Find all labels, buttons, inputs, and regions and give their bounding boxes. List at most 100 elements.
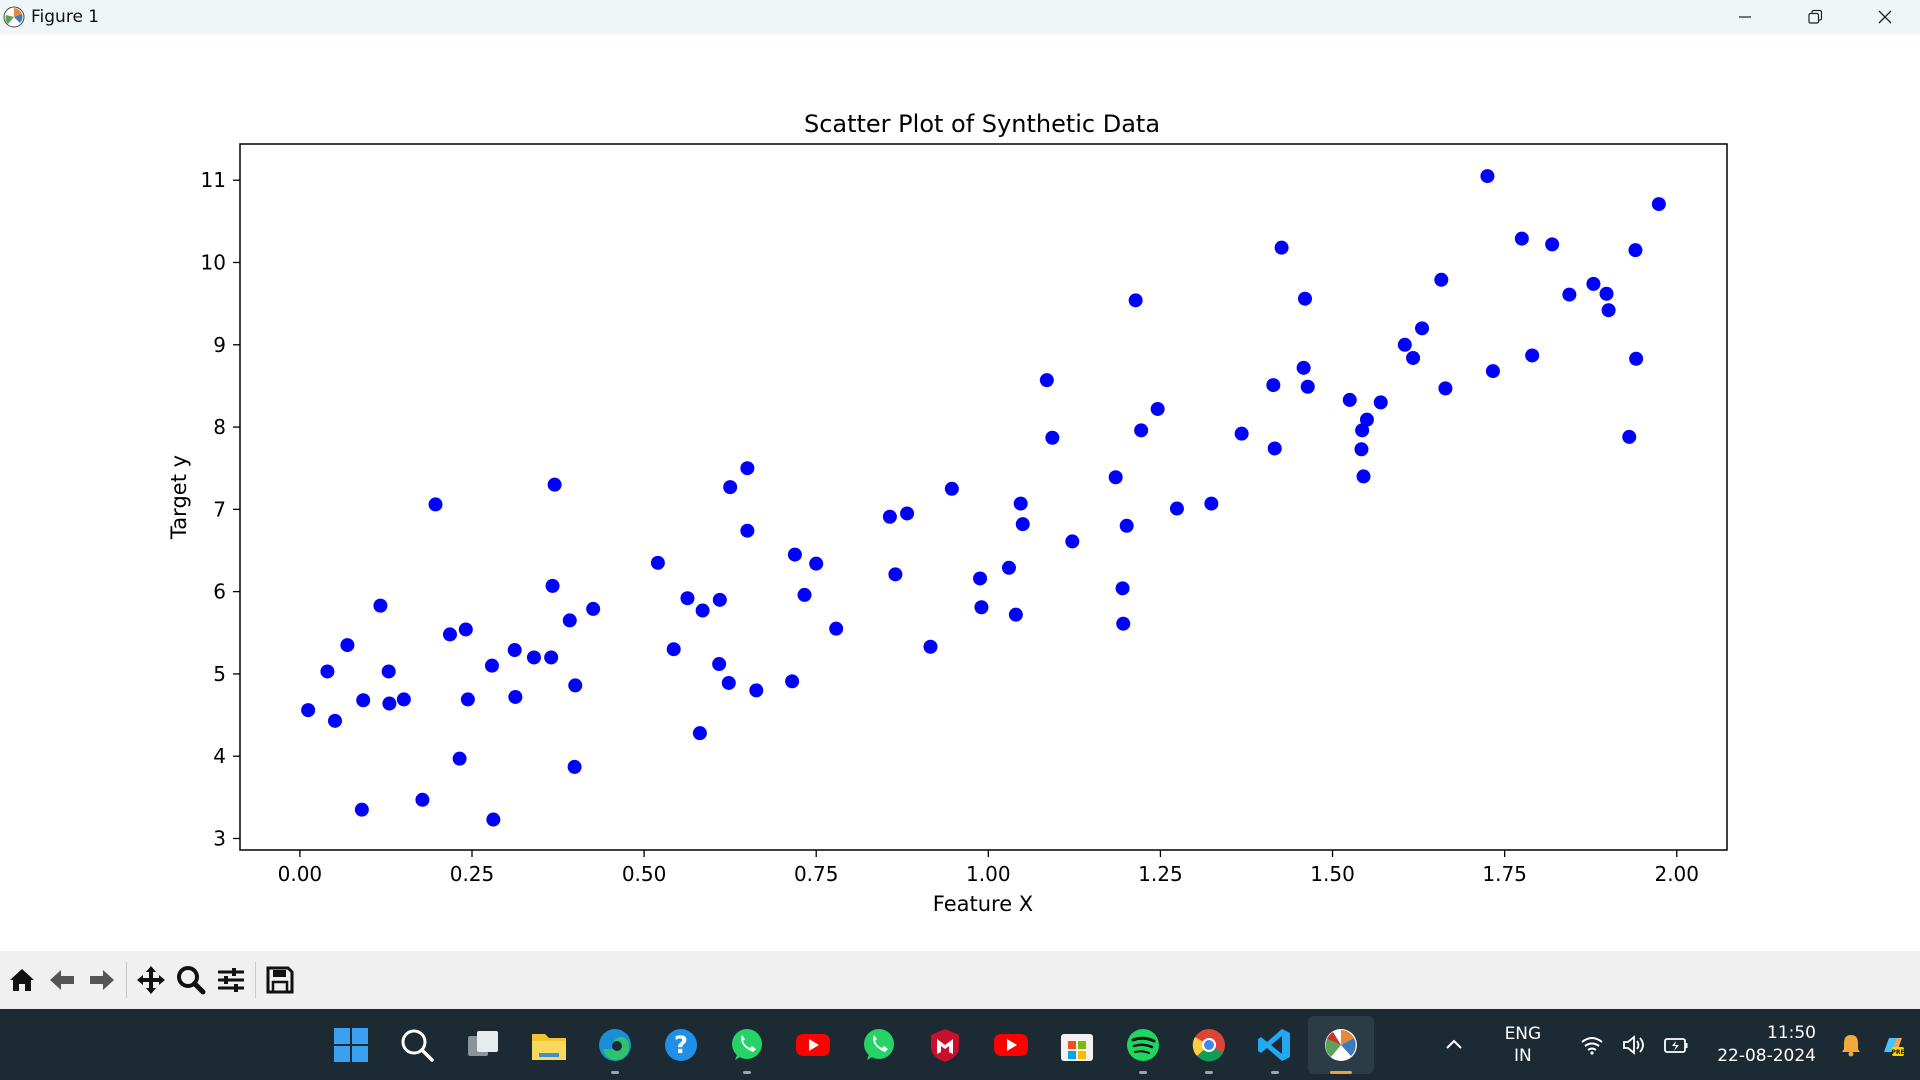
scatter-point [1119,518,1134,533]
y-tick-label: 9 [213,333,226,357]
whatsapp-icon [732,1028,762,1060]
scatter-point [809,556,824,571]
scatter-point [354,802,369,817]
scatter-point [740,461,755,476]
scatter-point [1115,581,1130,596]
window-titlebar: Figure 1 [0,0,1920,34]
scatter-point [484,658,499,673]
scatter-point [944,481,959,496]
home-button[interactable] [2,960,42,1000]
close-button[interactable] [1850,0,1920,34]
chrome-button[interactable] [1176,1009,1242,1080]
scatter-point [1485,364,1500,379]
youtube-button[interactable] [780,1009,846,1080]
scatter-point [1622,429,1637,444]
edge-button[interactable] [582,1009,648,1080]
scatter-point [1297,291,1312,306]
show-hidden-icons-button[interactable] [1439,1030,1469,1060]
clock-date: 22-08-2024 [1717,1045,1816,1066]
save-button[interactable] [260,960,300,1000]
scatter-point [1065,534,1080,549]
mcafee-button[interactable] [912,1009,978,1080]
taskbar-search-button[interactable] [384,1009,450,1080]
scatter-point [740,523,755,538]
x-tick-label: 1.50 [1310,862,1355,886]
notifications-button[interactable] [1836,1030,1866,1060]
language-code: ENG [1504,1023,1542,1044]
whatsapp-button-2[interactable] [846,1009,912,1080]
copilot-button[interactable]: PRE [1878,1030,1908,1060]
file-explorer-button[interactable] [516,1009,582,1080]
youtube-icon [796,1033,830,1056]
microsoft-store-icon [1061,1033,1093,1061]
scatter-point [1356,469,1371,484]
wifi-status[interactable] [1577,1030,1607,1060]
chevron-up-icon [1445,1039,1462,1049]
window-title: Figure 1 [31,7,100,27]
vscode-button[interactable] [1242,1009,1308,1080]
windows-start-icon [334,1027,368,1062]
scatter-chart: Scatter Plot of Synthetic Data 0.00 0.25 0… [167,110,1728,916]
scatter-point [458,622,473,637]
scatter-point [568,678,583,693]
matplotlib-icon [1325,1028,1357,1061]
taskbar-clock[interactable]: 11:50 22-08-2024 [1717,1022,1816,1068]
scatter-point [1545,237,1560,252]
scatter-point [650,555,665,570]
figure-canvas[interactable]: Scatter Plot of Synthetic Data 0.00 0.25 0… [0,34,1920,951]
task-view-icon [468,1030,498,1056]
scatter-point [415,792,430,807]
scatter-point [721,675,736,690]
configure-subplots-icon [218,968,244,992]
axes-frame [239,143,1728,851]
save-icon [266,966,294,994]
back-button[interactable] [42,960,82,1000]
battery-status[interactable] [1661,1030,1691,1060]
scatter-point [1015,517,1030,532]
y-tick-label: 11 [201,168,226,192]
chrome-icon [1192,1028,1225,1061]
svg-text:?: ? [674,1031,688,1059]
task-view-button[interactable] [450,1009,516,1080]
whatsapp-button[interactable] [714,1009,780,1080]
x-tick-label: 1.75 [1482,862,1527,886]
scatter-point [328,713,343,728]
language-indicator[interactable]: ENG IN [1505,1023,1542,1067]
minimize-button[interactable] [1710,0,1780,34]
scatter-point [340,638,355,653]
scatter-point [1150,401,1165,416]
volume-status[interactable] [1619,1030,1649,1060]
scatter-point [1480,169,1495,184]
spotify-button[interactable] [1110,1009,1176,1080]
matplotlib-taskbar-button[interactable] [1308,1015,1374,1074]
volume-icon [1623,1034,1645,1055]
scatter-point [1300,379,1315,394]
scatter-point [1415,321,1430,336]
scatter-point [973,571,988,586]
scatter-point [442,627,457,642]
forward-button[interactable] [82,960,122,1000]
scatter-point [1651,197,1666,212]
microsoft-store-button[interactable] [1044,1009,1110,1080]
pan-button[interactable] [131,960,171,1000]
scatter-point [1008,607,1023,622]
restore-button[interactable] [1780,0,1850,34]
vscode-icon [1258,1028,1290,1061]
youtube-button-2[interactable] [978,1009,1044,1080]
scatter-point [1628,243,1643,258]
scatter-point [1525,348,1540,363]
help-button[interactable]: ? [648,1009,714,1080]
data-points [301,169,1666,827]
scatter-point [680,591,695,606]
start-button[interactable] [318,1009,384,1080]
scatter-point [1234,426,1249,441]
scatter-point [666,642,681,657]
notification-bell-icon [1842,1034,1860,1056]
configure-subplots-button[interactable] [211,960,251,1000]
zoom-button[interactable] [171,960,211,1000]
chart-title: Scatter Plot of Synthetic Data [804,110,1160,138]
scatter-point [586,601,601,616]
scatter-point [723,480,738,495]
scatter-point [1204,496,1219,511]
pan-icon [137,966,165,994]
